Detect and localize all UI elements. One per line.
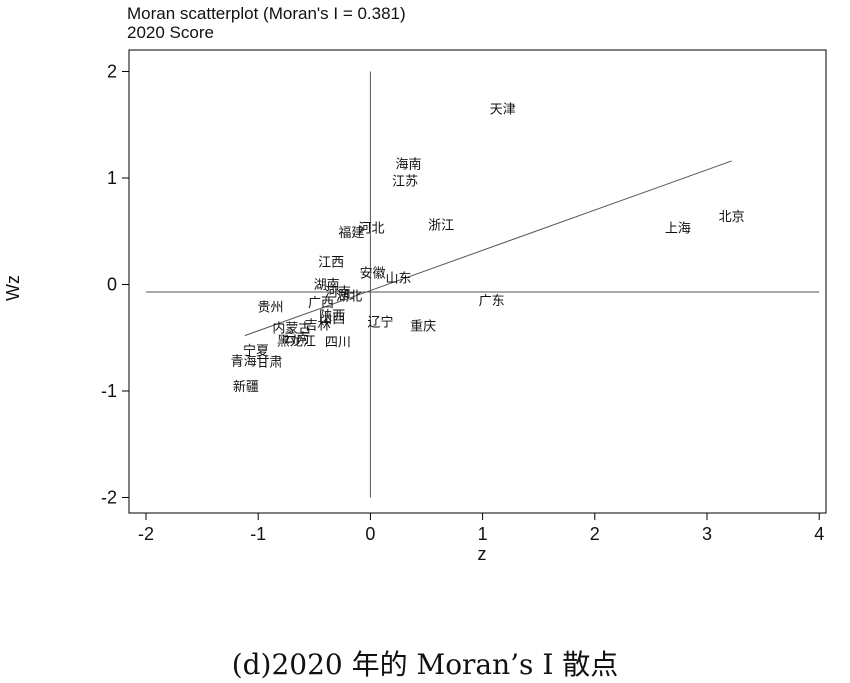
point-label: 青海 [231, 355, 257, 370]
point-label: 四川 [325, 336, 351, 351]
y-axis-label: Wz [3, 275, 23, 301]
point-label: 河北 [359, 222, 385, 237]
point-label: 江苏 [392, 174, 418, 190]
regression-fit-line [244, 160, 732, 337]
point-label: 安徽 [360, 266, 386, 281]
x-tick-label: -2 [138, 524, 154, 544]
point-label: 云南 [283, 330, 309, 346]
point-label: 吉林 [305, 318, 331, 333]
figure-caption: (d)2020 年的 Moran’s I 散点 [231, 648, 619, 681]
point-label: 广西 [308, 296, 334, 311]
plot-frame [128, 49, 827, 514]
x-tick-label: 4 [814, 524, 824, 544]
point-label: 广东 [479, 294, 505, 309]
point-label: 甘肃 [256, 356, 282, 371]
reference-lines [146, 71, 820, 498]
y-tick-label: 1 [107, 168, 117, 188]
point-label: 上海 [665, 222, 691, 237]
x-tick-label: 3 [702, 524, 712, 544]
point-label: 黑龙江 [277, 334, 316, 349]
point-label: 北京 [719, 210, 745, 225]
chart-subtitle: 2020 Score [127, 23, 214, 42]
point-label: 山东 [385, 272, 411, 287]
point-label: 贵州 [258, 300, 284, 315]
point-label: 湖北 [336, 290, 362, 305]
point-label: 江西 [318, 256, 344, 271]
point-label: 山西 [319, 312, 345, 327]
point-label: 辽宁 [367, 314, 393, 330]
point-label: 新疆 [233, 379, 259, 395]
point-label: 内蒙古 [272, 321, 311, 337]
chart-title: Moran scatterplot (Moran's I = 0.381) [127, 4, 406, 23]
point-label: 海南 [396, 157, 422, 173]
x-tick-label: -1 [250, 524, 266, 544]
y-tick-label: -2 [101, 488, 117, 508]
axes-layer: -2 -1 0 1 2 3 4 -2 -1 0 1 2 [101, 62, 824, 545]
x-tick-label: 2 [590, 524, 600, 544]
point-label: 湖南 [314, 277, 340, 293]
x-tick-label: 1 [478, 524, 488, 544]
x-tick-label: 0 [365, 524, 375, 544]
point-label: 浙江 [428, 218, 454, 233]
y-tick-label: 2 [107, 62, 117, 82]
point-label: 福建 [338, 226, 364, 241]
point-label: 宁夏 [243, 343, 269, 359]
chart-canvas: Moran scatterplot (Moran's I = 0.381) 20… [3, 4, 827, 564]
x-axis-label: z [478, 544, 487, 564]
point-label: 河南 [325, 284, 351, 300]
y-tick-label: -1 [101, 381, 117, 401]
point-label: 天津 [490, 102, 516, 117]
point-label: 陕西 [319, 309, 345, 324]
point-label: 重庆 [410, 319, 436, 335]
y-tick-label: 0 [107, 275, 117, 295]
